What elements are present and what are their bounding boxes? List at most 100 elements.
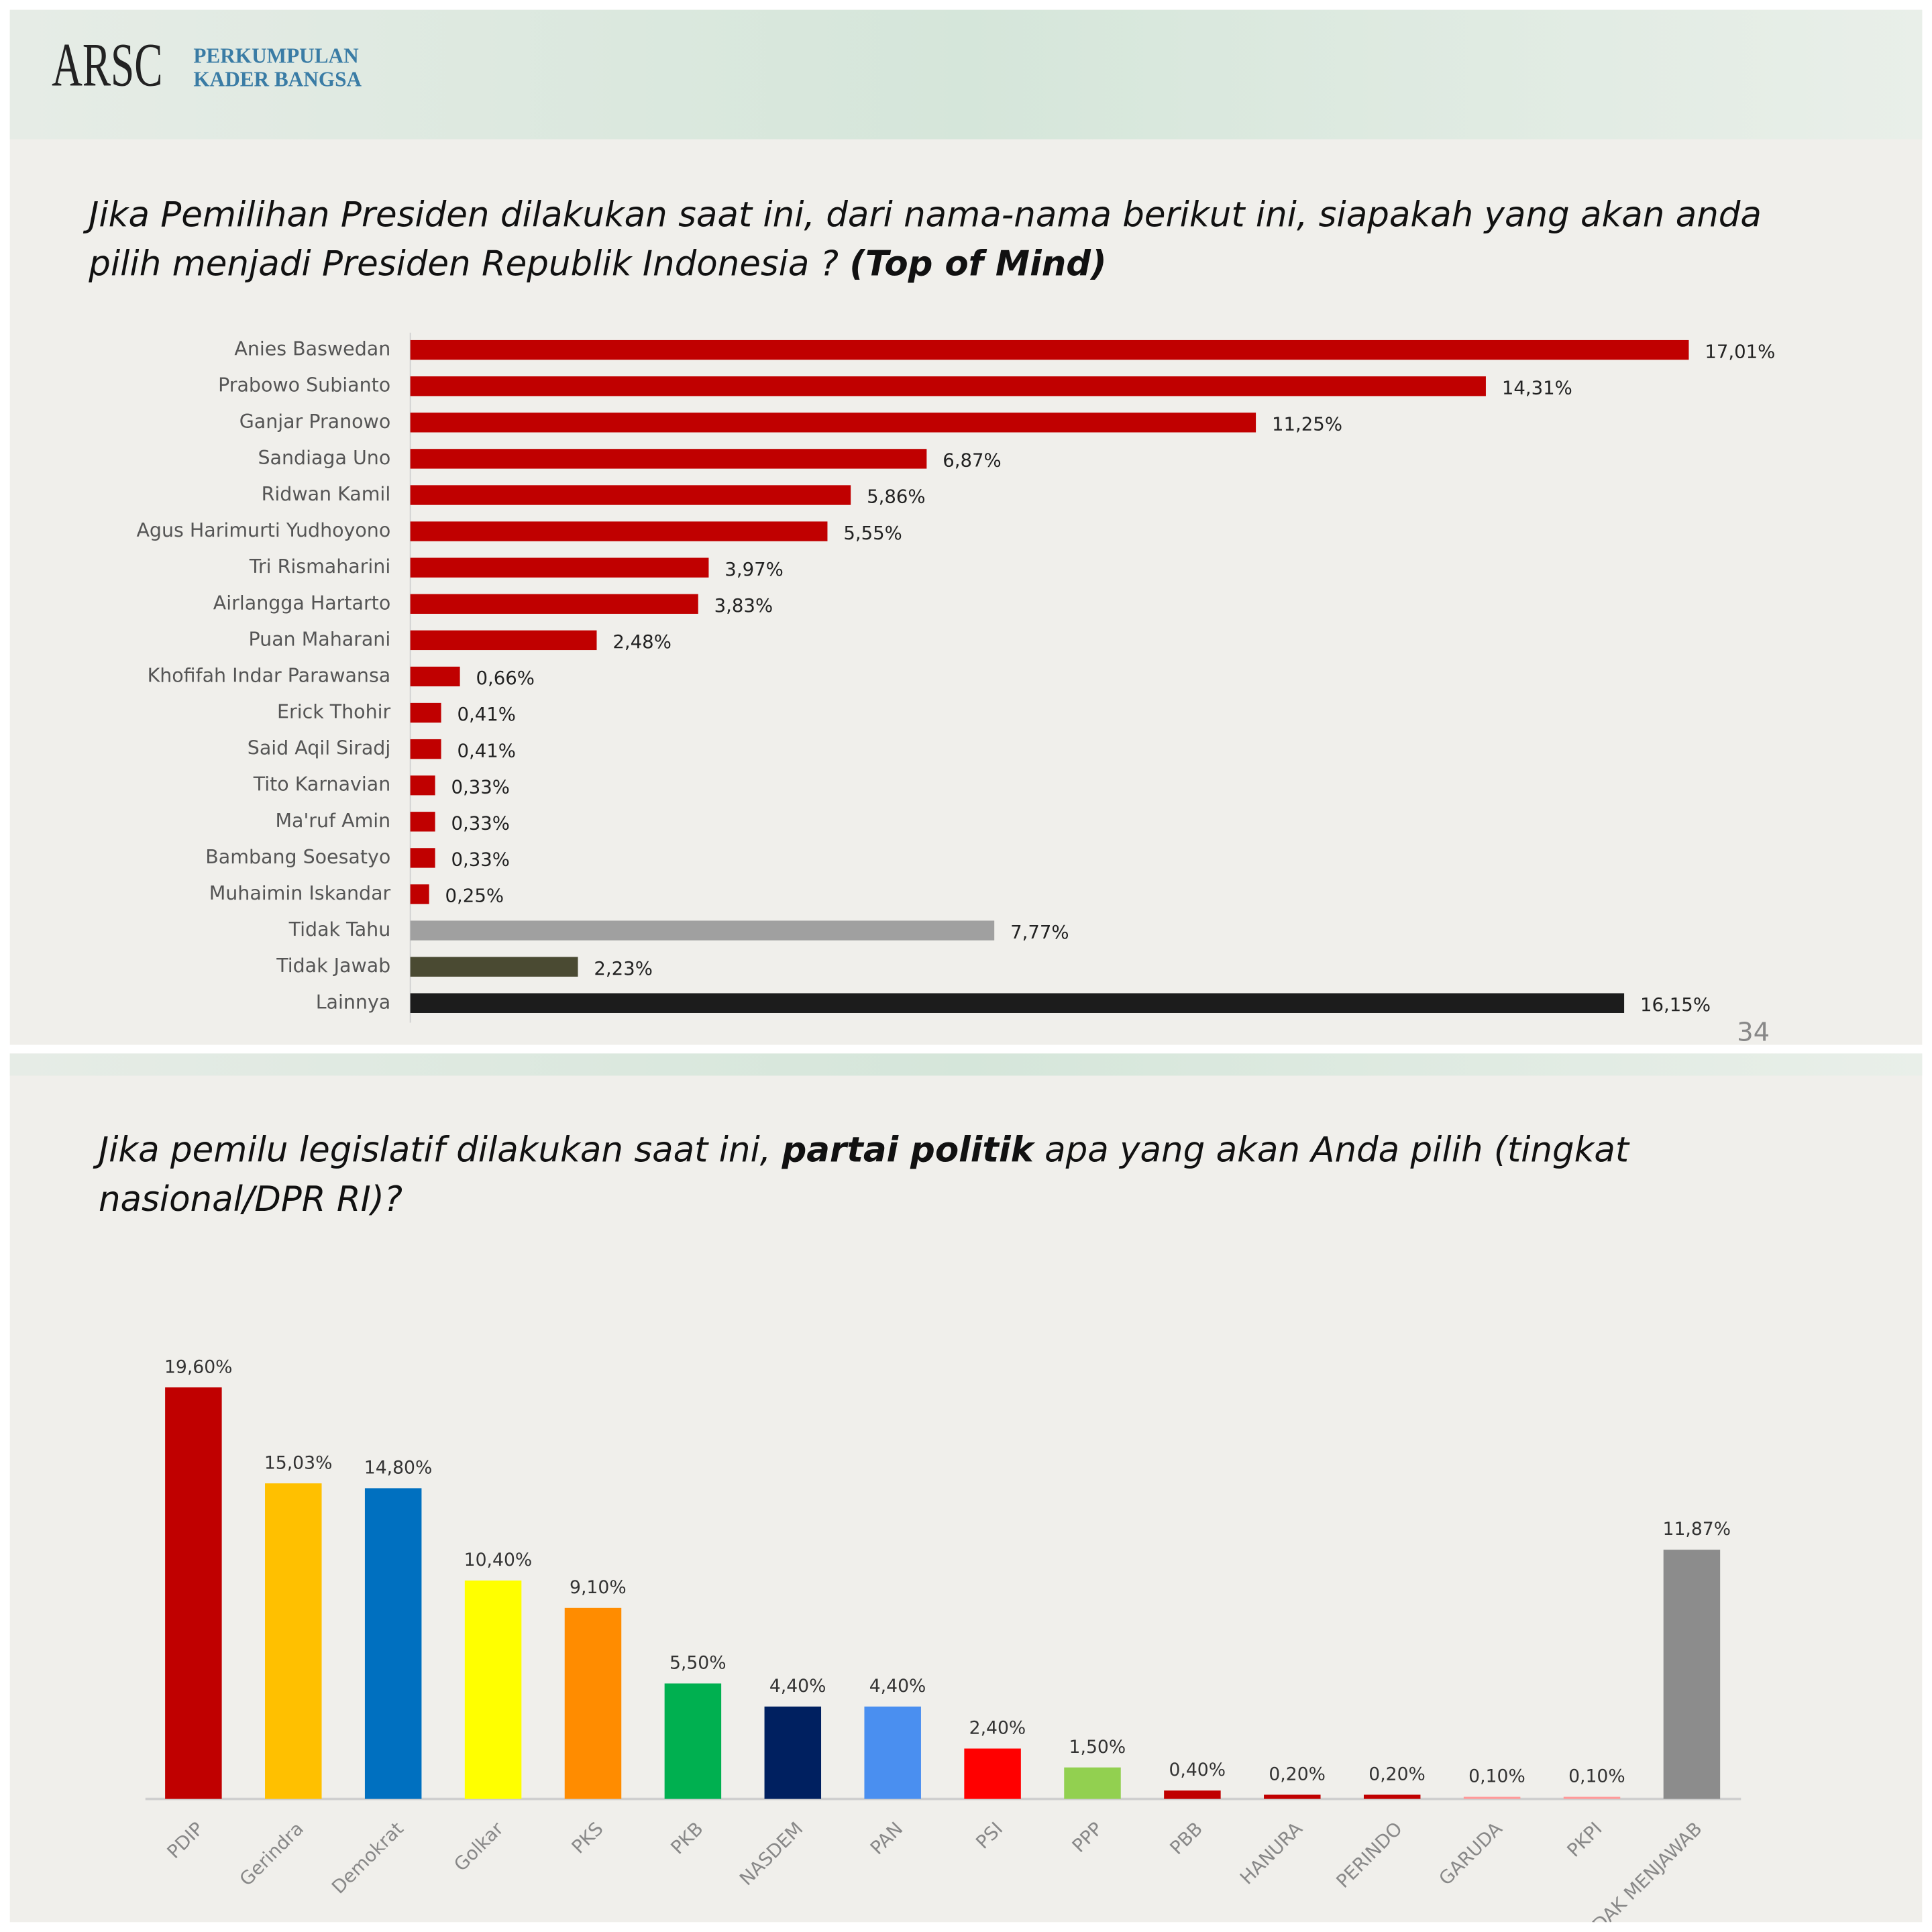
category-label: Airlangga Hartarto <box>213 592 390 614</box>
category-label: Puan Maharani <box>249 628 391 650</box>
bar <box>410 376 1486 396</box>
bar <box>964 1748 1021 1799</box>
bar <box>410 449 927 469</box>
logo: ARSC <box>52 31 162 99</box>
value-label: 5,86% <box>867 486 926 508</box>
value-label: 2,48% <box>612 631 672 653</box>
bar <box>364 1488 422 1799</box>
title-part: nasional/DPR RI)? <box>99 1179 402 1220</box>
value-label: 0,33% <box>451 776 510 798</box>
value-label: 0,25% <box>445 885 504 907</box>
chart-title: Jika pemilu legislatif dilakukan saat in… <box>93 1130 1630 1170</box>
value-label: 19,60% <box>164 1356 233 1377</box>
value-label: 11,87% <box>1663 1519 1731 1540</box>
value-label: 5,55% <box>843 523 902 544</box>
value-label: 6,87% <box>943 450 1002 472</box>
bar <box>410 812 435 832</box>
header-band <box>9 9 1923 140</box>
bar <box>410 666 460 687</box>
chart-title: pilih menjadi Presiden Republik Indonesi… <box>88 244 1106 284</box>
header-band <box>9 1053 1923 1076</box>
bar <box>1164 1790 1221 1799</box>
value-label: 15,03% <box>264 1452 333 1473</box>
chart-title: Jika Pemilihan Presiden dilakukan saat i… <box>83 195 1762 235</box>
value-label: 11,25% <box>1272 413 1342 435</box>
chart-1: Jika Pemilihan Presiden dilakukan saat i… <box>83 195 1775 1023</box>
title-part: pilih menjadi Presiden Republik Indonesi… <box>88 244 849 284</box>
category-label: Tidak Jawab <box>276 955 390 977</box>
bar <box>410 920 995 941</box>
value-label: 5,50% <box>669 1653 727 1674</box>
title-part: partai politik <box>781 1130 1035 1170</box>
category-label: Tidak Tahu <box>288 918 391 941</box>
category-label: Sandiaga Uno <box>258 447 390 469</box>
title-part: Jika Pemilihan Presiden dilakukan saat i… <box>83 195 1762 235</box>
bar <box>764 1706 822 1799</box>
category-label: Erick Thohir <box>277 701 391 723</box>
category-label: Said Aqil Siradj <box>248 737 390 759</box>
category-label: Ganjar Pranowo <box>239 411 391 433</box>
bar <box>165 1387 222 1799</box>
bar <box>410 884 429 904</box>
bar <box>1064 1767 1121 1799</box>
bar <box>410 848 435 868</box>
value-label: 4,40% <box>769 1676 826 1697</box>
title-part: Jika pemilu legislatif dilakukan saat in… <box>93 1130 782 1170</box>
bar <box>410 630 597 651</box>
bar <box>864 1706 921 1799</box>
category-label: Lainnya <box>316 991 391 1013</box>
category-label: Ridwan Kamil <box>262 483 391 505</box>
value-label: 1,50% <box>1069 1737 1126 1758</box>
value-label: 3,83% <box>714 595 773 616</box>
value-label: 0,20% <box>1269 1764 1326 1784</box>
bar <box>410 413 1256 433</box>
bar <box>1663 1550 1721 1799</box>
value-label: 2,23% <box>594 958 653 979</box>
category-label: Ma'ruf Amin <box>276 810 391 832</box>
bar <box>410 594 698 614</box>
category-label: Anies Baswedan <box>234 338 390 360</box>
value-label: 0,33% <box>451 812 510 834</box>
bar <box>410 521 828 541</box>
page-number: 34 <box>1737 1018 1770 1048</box>
bar <box>664 1683 722 1799</box>
category-label: Agus Harimurti Yudhoyono <box>136 519 390 541</box>
value-label: 0,20% <box>1368 1764 1426 1784</box>
chart-title: nasional/DPR RI)? <box>99 1179 402 1220</box>
value-label: 0,40% <box>1169 1760 1226 1780</box>
title-part: (Top of Mind) <box>849 244 1106 284</box>
value-label: 4,40% <box>869 1676 926 1697</box>
category-label: Muhaimin Iskandar <box>209 882 391 904</box>
bar <box>410 702 441 723</box>
value-label: 0,10% <box>1468 1766 1525 1787</box>
value-label: 0,41% <box>457 704 516 725</box>
bar <box>265 1483 322 1799</box>
category-label: Bambang Soesatyo <box>205 846 390 868</box>
org-name: KADER BANGSA <box>193 67 362 91</box>
org-name: PERKUMPULAN <box>193 44 359 67</box>
value-label: 0,41% <box>457 740 516 761</box>
bar <box>564 1607 622 1799</box>
bar <box>410 557 709 578</box>
category-label: Prabowo Subianto <box>218 374 390 396</box>
category-label: Tito Karnavian <box>253 773 391 796</box>
value-label: 7,77% <box>1010 922 1069 943</box>
value-label: 14,31% <box>1502 377 1572 398</box>
bar <box>410 775 435 796</box>
bar <box>1363 1794 1421 1799</box>
value-label: 14,80% <box>364 1458 433 1479</box>
category-label: Khofifah Indar Parawansa <box>148 664 391 686</box>
value-label: 3,97% <box>724 559 784 580</box>
bar <box>410 485 851 505</box>
value-label: 2,40% <box>969 1718 1026 1739</box>
title-part: apa yang akan Anda pilih (tingkat <box>1034 1130 1630 1170</box>
bar <box>1563 1796 1621 1799</box>
bar <box>1264 1794 1321 1799</box>
value-label: 16,15% <box>1640 994 1711 1016</box>
value-label: 10,40% <box>464 1550 533 1570</box>
bar <box>410 957 578 977</box>
bar <box>410 339 1689 360</box>
value-label: 17,01% <box>1705 341 1775 362</box>
